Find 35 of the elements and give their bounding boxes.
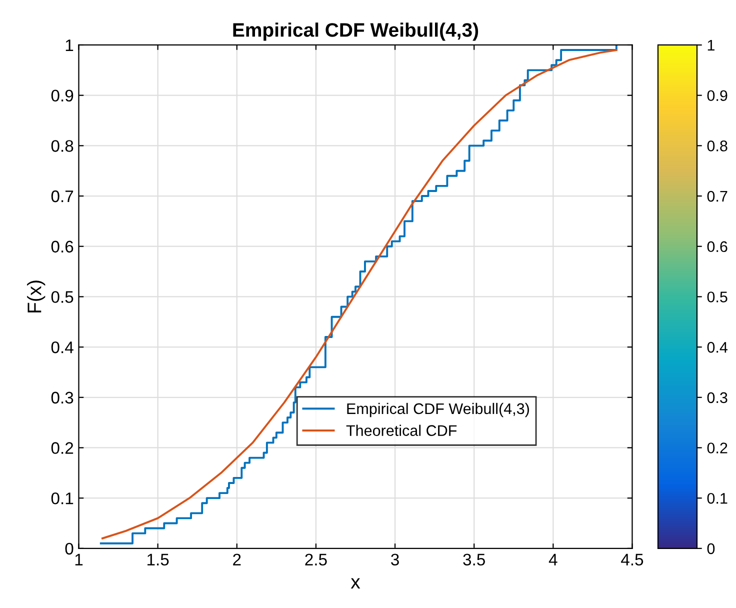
x-tick-label: 3.5 xyxy=(463,554,485,566)
color-bar-label: 0.7 xyxy=(707,190,728,202)
color-bar-label: 0.5 xyxy=(707,292,728,302)
y-tick-label: 0.5 xyxy=(51,291,74,303)
color-bar-label: 0 xyxy=(707,543,715,554)
y-tick-label: 0.6 xyxy=(51,240,74,253)
y-tick-label: 0 xyxy=(65,542,74,555)
y-tick-label: 0.1 xyxy=(51,492,74,504)
x-tick-label: 3 xyxy=(391,554,399,566)
color-bar-label: 0.9 xyxy=(707,90,728,102)
y-tick-label: 0.4 xyxy=(51,341,74,354)
x-tick-label: 4 xyxy=(548,554,558,566)
chart-title: Empirical CDF Weibull(4,3) xyxy=(233,22,478,41)
y-tick-label: 0.8 xyxy=(51,140,74,152)
y-tick-label: 0.2 xyxy=(51,442,74,454)
color-bar-label: 0.6 xyxy=(707,241,728,252)
legend-label: Theoretical CDF xyxy=(346,424,457,436)
color-bar-label: 0.2 xyxy=(707,442,728,454)
y-axis-title: F(x) xyxy=(27,280,46,312)
color-bar-label: 0.1 xyxy=(707,492,728,504)
y-tick-label: 0.7 xyxy=(51,190,74,202)
y-tick-label: 0.3 xyxy=(51,392,74,404)
x-tick-label: 4.5 xyxy=(621,554,644,566)
x-tick-label: 1 xyxy=(75,554,83,566)
color-bar-label: 0.4 xyxy=(707,342,728,353)
x-axis-title: x xyxy=(350,578,360,588)
x-tick-label: 2 xyxy=(233,554,241,566)
y-tick-label: 0.9 xyxy=(51,90,74,102)
x-tick-label: 1.5 xyxy=(148,554,169,566)
legend-label: Empirical CDF Weibull(4,3) xyxy=(347,402,529,418)
y-tick-label: 1 xyxy=(66,40,74,52)
color-bar-label: 0.8 xyxy=(707,140,728,152)
color-bar-label: 1 xyxy=(708,40,714,51)
x-tick-label: 2.5 xyxy=(305,554,327,566)
color-bar-label: 0.3 xyxy=(707,392,728,404)
